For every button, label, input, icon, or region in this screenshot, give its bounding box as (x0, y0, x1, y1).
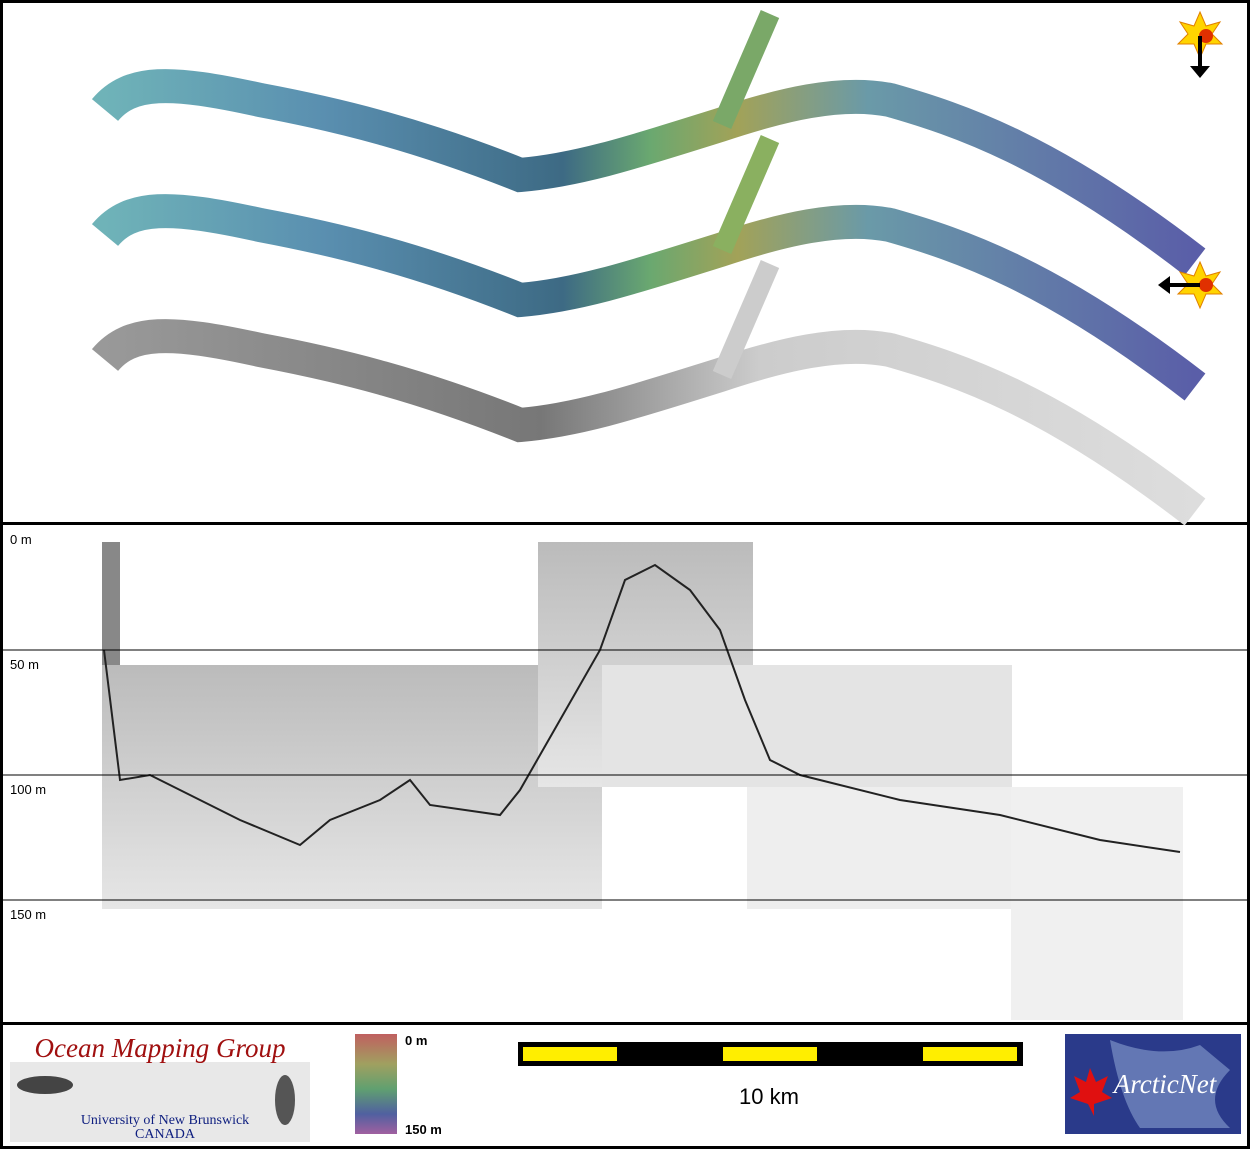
logo-text: CANADA (135, 1127, 196, 1142)
colorbar: 0 m 150 m (355, 1033, 442, 1137)
colorbar-label: 0 m (405, 1033, 427, 1048)
sun-icon (1158, 260, 1224, 310)
scale-bar: 10 km (518, 1042, 1023, 1109)
scale-label: 10 km (739, 1084, 799, 1109)
logo-title: ArcticNet (1112, 1069, 1218, 1099)
depth-label: 50 m (10, 657, 39, 672)
seabed-reflector (103, 563, 1181, 853)
swaths (105, 14, 1195, 512)
arcticnet-logo: ArcticNet (1065, 1034, 1241, 1134)
logo-title: Ocean Mapping Group (35, 1033, 286, 1063)
echogram-block (102, 542, 120, 666)
depth-label: 100 m (10, 782, 46, 797)
depth-label: 150 m (10, 907, 46, 922)
echogram-block (102, 665, 602, 909)
omg-logo: Ocean Mapping Group University of New Br… (10, 1033, 310, 1142)
swath-backscatter (105, 336, 1195, 512)
echogram-block (1011, 787, 1183, 1020)
depth-label: 0 m (10, 532, 32, 547)
depth-grid: 0 m 50 m 100 m 150 m (0, 532, 1250, 922)
logo-text: University of New Brunswick (81, 1113, 249, 1128)
colorbar-label: 150 m (405, 1122, 442, 1137)
subbottom-profile (102, 542, 1183, 1020)
sun-icon (1176, 10, 1224, 78)
echogram-block (602, 665, 1012, 787)
